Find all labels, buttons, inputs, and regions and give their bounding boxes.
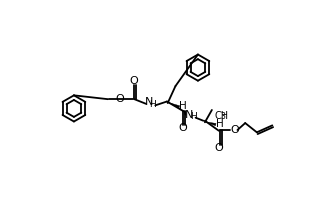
Text: H: H — [150, 100, 156, 109]
Text: O: O — [230, 125, 239, 135]
Text: CH: CH — [214, 111, 228, 121]
Text: O: O — [115, 94, 124, 104]
Text: N: N — [145, 97, 153, 107]
Text: O: O — [214, 143, 223, 153]
Text: H: H — [216, 119, 223, 129]
Text: H: H — [179, 101, 187, 111]
Polygon shape — [168, 102, 180, 108]
Polygon shape — [204, 122, 216, 126]
Text: N: N — [185, 110, 194, 120]
Text: 3: 3 — [220, 112, 225, 121]
Text: H: H — [190, 112, 197, 121]
Text: O: O — [129, 76, 138, 87]
Text: O: O — [178, 123, 187, 133]
